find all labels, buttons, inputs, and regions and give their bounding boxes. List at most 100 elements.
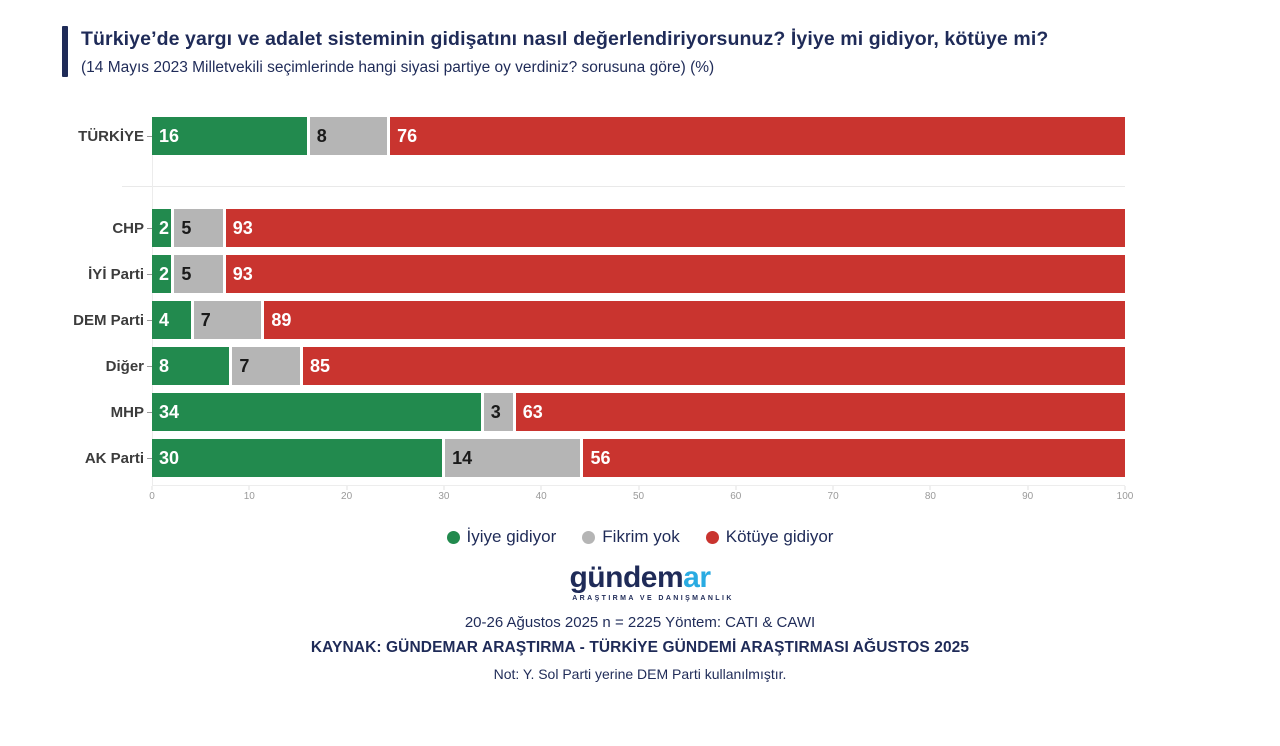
bar-segment: 4: [152, 301, 191, 340]
category-tick: [147, 457, 152, 459]
bar-value-label: 56: [590, 448, 611, 469]
logo-text-accent: ar: [683, 561, 711, 595]
bar-track: 2 5 93: [152, 255, 1125, 294]
legend-label: İyiye gidiyor: [466, 527, 557, 547]
bar-value-label: 93: [232, 218, 253, 239]
legend-color-dot: [582, 530, 596, 544]
category-label: TÜRKİYE: [78, 127, 144, 145]
chart-row: DEM Parti 4 7 89: [64, 301, 1125, 340]
category-label: Diğer: [105, 357, 144, 375]
bar-value-label: 2: [159, 264, 170, 285]
bar-segment: 7: [232, 347, 301, 386]
bar-value-label: 30: [159, 448, 180, 469]
bar-segment: 3: [483, 393, 513, 432]
legend-label: Kötüye gidiyor: [725, 527, 834, 547]
x-axis-tick-label: 70: [827, 491, 839, 503]
bar-segment: 14: [445, 439, 581, 478]
x-axis-tick-label: 60: [730, 491, 742, 503]
bar-segment: 76: [390, 117, 1125, 156]
category-tick: [147, 411, 152, 413]
category-label: İYİ Parti: [88, 265, 144, 283]
stacked-bar-chart: TÜRKİYE 16 8 76 CHP 2 5 93 İYİ Parti 2 5 93 DEM Part…: [64, 117, 1133, 507]
logo-text-primary: gündem: [569, 561, 684, 595]
legend-item: Fikrim yok: [582, 527, 680, 547]
x-axis-tickmark: [248, 486, 250, 491]
bar-value-label: 7: [200, 310, 211, 331]
survey-method-line: 20-26 Ağustos 2025 n = 2225 Yöntem: CATI…: [464, 614, 816, 632]
legend-color-dot: [446, 530, 460, 544]
bar-track: 34 3 63: [152, 393, 1125, 432]
bar-track: 8 7 85: [152, 347, 1125, 386]
category-label: CHP: [112, 219, 144, 237]
bar-segment: 34: [152, 393, 481, 432]
x-axis-tick-label: 0: [149, 491, 155, 503]
category-tick: [147, 135, 152, 137]
category-tick: [147, 365, 152, 367]
x-axis: 0 10 20 30 40 50 60 70 80 90 100: [149, 485, 1133, 507]
bar-value-label: 8: [159, 356, 170, 377]
note-line: Not: Y. Sol Parti yerine DEM Parti kulla…: [493, 666, 787, 683]
gundemar-logo: gündemar ARAŞTIRMA VE DANIŞMANLIK: [546, 561, 734, 603]
x-axis-tick-label: 90: [1022, 491, 1034, 503]
legend-color-dot: [705, 530, 719, 544]
bar-segment: 93: [225, 255, 1125, 294]
legend-label: Fikrim yok: [602, 527, 680, 547]
bar-value-label: 5: [181, 264, 192, 285]
x-axis-tickmark: [346, 486, 348, 491]
x-axis-tickmark: [1027, 486, 1029, 491]
x-axis-tickmark: [735, 486, 737, 491]
x-axis-tick-label: 40: [535, 491, 547, 503]
bar-segment: 2: [152, 255, 172, 294]
bar-value-label: 16: [159, 126, 180, 147]
bar-track: 2 5 93: [152, 209, 1125, 248]
bar-value-label: 63: [522, 402, 543, 423]
bar-value-label: 89: [271, 310, 292, 331]
x-axis-tickmark: [443, 486, 445, 491]
source-line: KAYNAK: GÜNDEMAR ARAŞTIRMA - TÜRKİYE GÜN…: [310, 639, 970, 657]
x-axis-tickmark: [832, 486, 834, 491]
header-text: Türkiye’de yargı ve adalet sisteminin gi…: [81, 26, 1216, 77]
legend-item: Kötüye gidiyor: [705, 527, 834, 547]
bar-segment: 89: [264, 301, 1125, 340]
x-axis-tickmark: [151, 486, 153, 491]
bar-segment: 7: [193, 301, 262, 340]
infographic-page: Türkiye’de yargı ve adalet sisteminin gi…: [0, 26, 1280, 682]
bar-value-label: 14: [452, 448, 473, 469]
row-gap-gridline: [122, 185, 1125, 187]
x-axis-tickmark: [638, 486, 639, 491]
x-axis-tick-label: 80: [924, 491, 936, 503]
x-axis-tickmark: [1124, 486, 1126, 491]
bar-segment: 93: [225, 209, 1125, 248]
category-label: MHP: [110, 403, 144, 421]
header: Türkiye’de yargı ve adalet sisteminin gi…: [62, 26, 1216, 78]
title-accent-bar: [62, 26, 68, 78]
bar-segment: 30: [152, 439, 443, 478]
chart-rows: TÜRKİYE 16 8 76 CHP 2 5 93 İYİ Parti 2 5 93 DEM Part…: [64, 117, 1125, 478]
x-axis-tickmark: [929, 486, 931, 491]
bar-segment: 5: [174, 209, 223, 248]
chart-row: Diğer 8 7 85: [64, 347, 1125, 386]
x-axis-tick-label: 100: [1116, 491, 1134, 503]
footer: gündemar ARAŞTIRMA VE DANIŞMANLIK 20-26 …: [0, 561, 1280, 683]
bar-value-label: 76: [397, 126, 418, 147]
logo-tagline: ARAŞTIRMA VE DANIŞMANLIK: [572, 595, 734, 603]
bar-value-label: 93: [232, 264, 253, 285]
x-axis-tick-label: 10: [243, 491, 255, 503]
category-tick: [147, 319, 152, 321]
plot-area: TÜRKİYE 16 8 76 CHP 2 5 93 İYİ Parti 2 5 93 DEM Part…: [64, 117, 1133, 507]
x-axis-tickmark: [540, 486, 542, 491]
bar-segment: 5: [174, 255, 223, 294]
legend: İyiye gidiyor Fikrim yok Kötüye gidiyor: [0, 527, 1280, 547]
bar-value-label: 34: [159, 402, 180, 423]
chart-subtitle: (14 Mayıs 2023 Milletvekili seçimlerinde…: [81, 59, 715, 77]
bar-segment: 8: [309, 117, 388, 156]
chart-row: CHP 2 5 93: [64, 209, 1125, 248]
chart-title: Türkiye’de yargı ve adalet sisteminin gi…: [81, 28, 1049, 50]
chart-row: MHP 34 3 63: [64, 393, 1125, 432]
bar-segment: 63: [515, 393, 1125, 432]
x-axis-tick-label: 50: [632, 491, 645, 503]
bar-segment: 8: [152, 347, 230, 386]
bar-value-label: 85: [310, 356, 331, 377]
bar-segment: 2: [152, 209, 172, 248]
x-axis-tick-label: 20: [341, 491, 353, 503]
